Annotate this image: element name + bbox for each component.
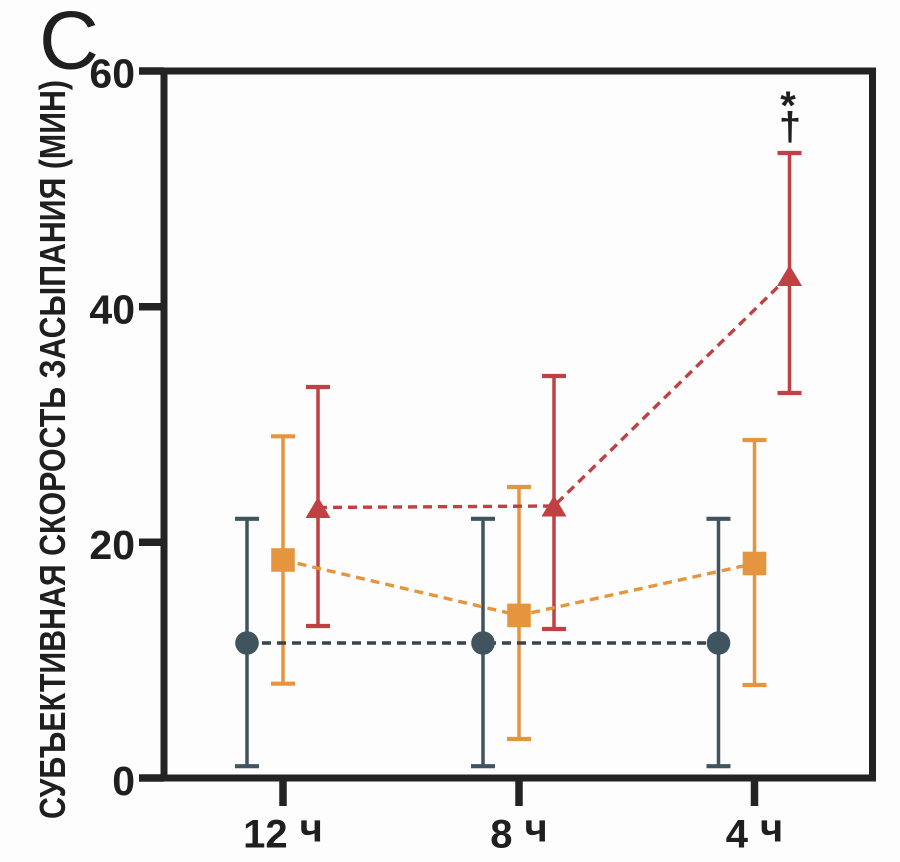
svg-text:СУБЪЕКТИВНАЯ СКОРОСТЬ ЗАСЫПАНИ: СУБЪЕКТИВНАЯ СКОРОСТЬ ЗАСЫПАНИЯ (МИН) bbox=[32, 80, 73, 819]
svg-text:60: 60 bbox=[89, 51, 135, 97]
svg-text:40: 40 bbox=[89, 286, 135, 332]
svg-text:*: * bbox=[780, 84, 796, 128]
svg-text:0: 0 bbox=[112, 758, 135, 804]
svg-text:12ч: 12 ч bbox=[243, 807, 323, 857]
svg-text:20: 20 bbox=[89, 522, 135, 568]
svg-text:C: C bbox=[39, 0, 99, 87]
svg-text:†: † bbox=[779, 105, 801, 149]
